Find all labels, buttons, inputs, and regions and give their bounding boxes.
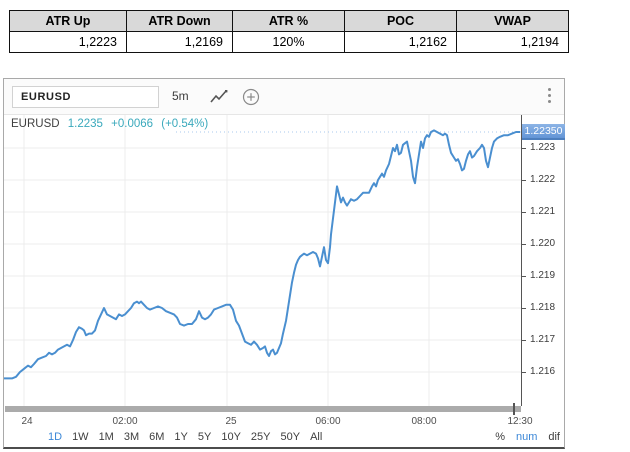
y-axis-tick-label: 1.219 <box>530 270 556 281</box>
price-line <box>4 129 520 380</box>
line-style-icon[interactable] <box>210 90 228 109</box>
x-axis-tick-label: 02:00 <box>112 416 138 427</box>
range-selector: 1D 1W 1M 3M 6M 1Y 5Y 10Y 25Y 50Y All <box>48 431 322 443</box>
y-axis-tick <box>522 212 526 213</box>
y-axis-tick <box>522 340 526 341</box>
x-axis-tick-label: 08:00 <box>411 416 437 427</box>
range-button-1w[interactable]: 1W <box>72 431 89 443</box>
bottom-toolbar: 1D 1W 1M 3M 6M 1Y 5Y 10Y 25Y 50Y All % num dif <box>4 431 566 448</box>
y-axis-tick-label: 1.223 <box>530 142 556 153</box>
y-axis-tick-label: 1.221 <box>530 206 556 217</box>
y-axis-tick-label: 1.217 <box>530 334 556 345</box>
value-atr-down: 1,2169 <box>126 31 233 53</box>
compare-plus-icon[interactable] <box>242 88 260 111</box>
chart-plot-area[interactable] <box>4 115 521 406</box>
range-button-5y[interactable]: 5Y <box>197 431 212 443</box>
time-axis[interactable]: 24 02:00 25 06:00 08:00 12:30 <box>4 416 566 429</box>
range-button-25y[interactable]: 25Y <box>250 431 271 443</box>
y-axis-tick-label: 1.220 <box>530 238 556 249</box>
y-axis-tick <box>522 148 526 149</box>
mode-button-num[interactable]: num <box>515 431 538 443</box>
price-axis[interactable]: 1.22350 1.223 1.222 1.221 1.220 1.219 1.218 1.… <box>521 115 566 406</box>
range-button-all[interactable]: All <box>310 431 323 443</box>
current-price-label: 1.22350 <box>522 124 565 140</box>
range-button-3m[interactable]: 3M <box>123 431 140 443</box>
scale-mode-selector: % num dif <box>495 431 560 443</box>
mode-button-pct[interactable]: % <box>495 431 505 443</box>
time-axis-end-tick <box>513 403 515 415</box>
interval-selector[interactable]: 5m <box>172 89 189 103</box>
header-atr-down: ATR Down <box>126 10 233 32</box>
symbol-input[interactable] <box>12 86 159 108</box>
legend-symbol: EURUSD <box>11 118 60 130</box>
y-axis-tick-label: 1.218 <box>530 302 556 313</box>
x-axis-tick-label: 12:30 <box>507 416 533 427</box>
kebab-menu-icon[interactable] <box>545 88 553 107</box>
header-poc: POC <box>344 10 457 32</box>
y-axis-tick <box>522 372 526 373</box>
y-axis-tick <box>522 180 526 181</box>
atr-stats-table: ATR Up ATR Down ATR % POC VWAP 1,2223 1,… <box>9 10 569 53</box>
mode-button-dif[interactable]: dif <box>548 431 560 443</box>
range-button-1y[interactable]: 1Y <box>174 431 188 443</box>
table-header-row: ATR Up ATR Down ATR % POC VWAP <box>9 10 569 32</box>
chart-widget: 5m EURUSD 1.2235 +0.0066 (+0.54%) 1.2235… <box>3 78 565 449</box>
chart-legend: EURUSD 1.2235 +0.0066 (+0.54%) <box>11 118 208 130</box>
range-button-1d[interactable]: 1D <box>48 431 63 443</box>
chart-header: 5m <box>4 79 564 115</box>
range-button-6m[interactable]: 6M <box>149 431 165 443</box>
y-axis-tick-label: 1.222 <box>530 174 556 185</box>
legend-change-pct: (+0.54%) <box>161 118 209 130</box>
header-vwap: VWAP <box>456 10 569 32</box>
y-axis-tick <box>522 244 526 245</box>
header-atr-up: ATR Up <box>9 10 127 32</box>
range-button-10y[interactable]: 10Y <box>221 431 241 443</box>
chart-horizontal-scrollbar[interactable] <box>5 406 521 412</box>
table-value-row: 1,2223 1,2169 120% 1,2162 1,2194 <box>9 31 569 53</box>
header-atr-pct: ATR % <box>232 10 345 32</box>
x-axis-tick-label: 24 <box>21 416 33 427</box>
value-poc: 1,2162 <box>344 31 457 53</box>
legend-change: +0.0066 <box>111 118 154 130</box>
x-axis-tick-label: 06:00 <box>315 416 341 427</box>
range-button-50y[interactable]: 50Y <box>280 431 301 443</box>
value-vwap: 1,2194 <box>456 31 569 53</box>
legend-price: 1.2235 <box>67 118 103 130</box>
y-axis-tick <box>522 308 526 309</box>
value-atr-pct: 120% <box>232 31 345 53</box>
plot-svg <box>4 115 521 406</box>
range-button-1m[interactable]: 1M <box>98 431 114 443</box>
value-atr-up: 1,2223 <box>9 31 127 53</box>
y-axis-tick-label: 1.216 <box>530 366 556 377</box>
y-axis-tick <box>522 276 526 277</box>
x-axis-tick-label: 25 <box>225 416 237 427</box>
